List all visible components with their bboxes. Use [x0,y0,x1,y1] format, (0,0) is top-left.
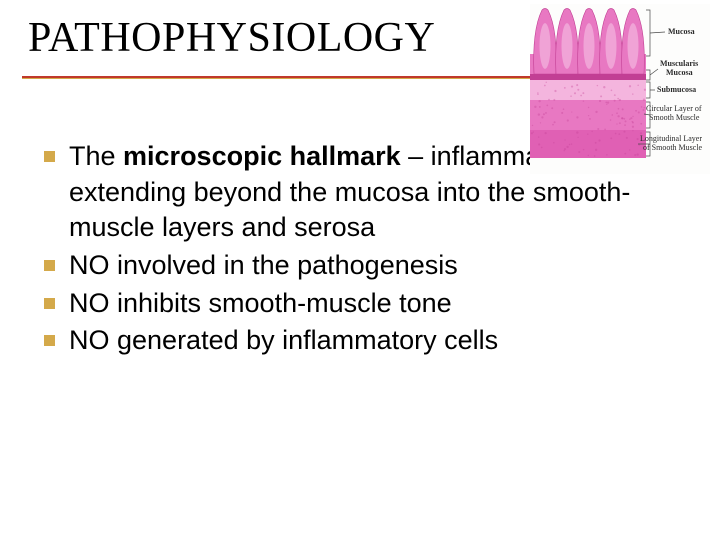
bullet-text: NO involved in the pathogenesis [69,248,686,284]
diagram-label: Longitudinal Layer [640,134,702,143]
bracket-line [646,10,665,56]
histology-diagram: MucosaMuscularisMucosaSubmucosaCircular … [530,4,710,174]
bullet-item: NO inhibits smooth-muscle tone [44,286,686,322]
bullet-text: NO inhibits smooth-muscle tone [69,286,686,322]
diagram-label: Submucosa [657,85,696,94]
bullet-marker-icon [44,335,55,346]
slide-container: PATHOPHYSIOLOGY The microscopic hallmark… [0,0,720,540]
bullet-item: NO involved in the pathogenesis [44,248,686,284]
bullet-item: NO generated by inflammatory cells [44,323,686,359]
diagram-label: Circular Layer of [646,104,702,113]
bullet-marker-icon [44,298,55,309]
circular-muscle [530,100,646,130]
diagram-label: Mucosa [668,27,695,36]
diagram-label: Smooth Muscle [649,113,700,122]
muscularis-mucosa [530,74,646,80]
diagram-label: of Smooth Muscle [643,143,703,152]
bullet-marker-icon [44,260,55,271]
bullet-marker-icon [44,151,55,162]
submucosa [530,80,646,100]
bullet-text: NO generated by inflammatory cells [69,323,686,359]
diagram-label: Mucosa [666,68,693,77]
bracket-line [646,82,655,98]
diagram-label: Muscularis [660,59,698,68]
bracket-line [646,69,658,80]
diagram-svg: MucosaMuscularisMucosaSubmucosaCircular … [530,4,710,174]
